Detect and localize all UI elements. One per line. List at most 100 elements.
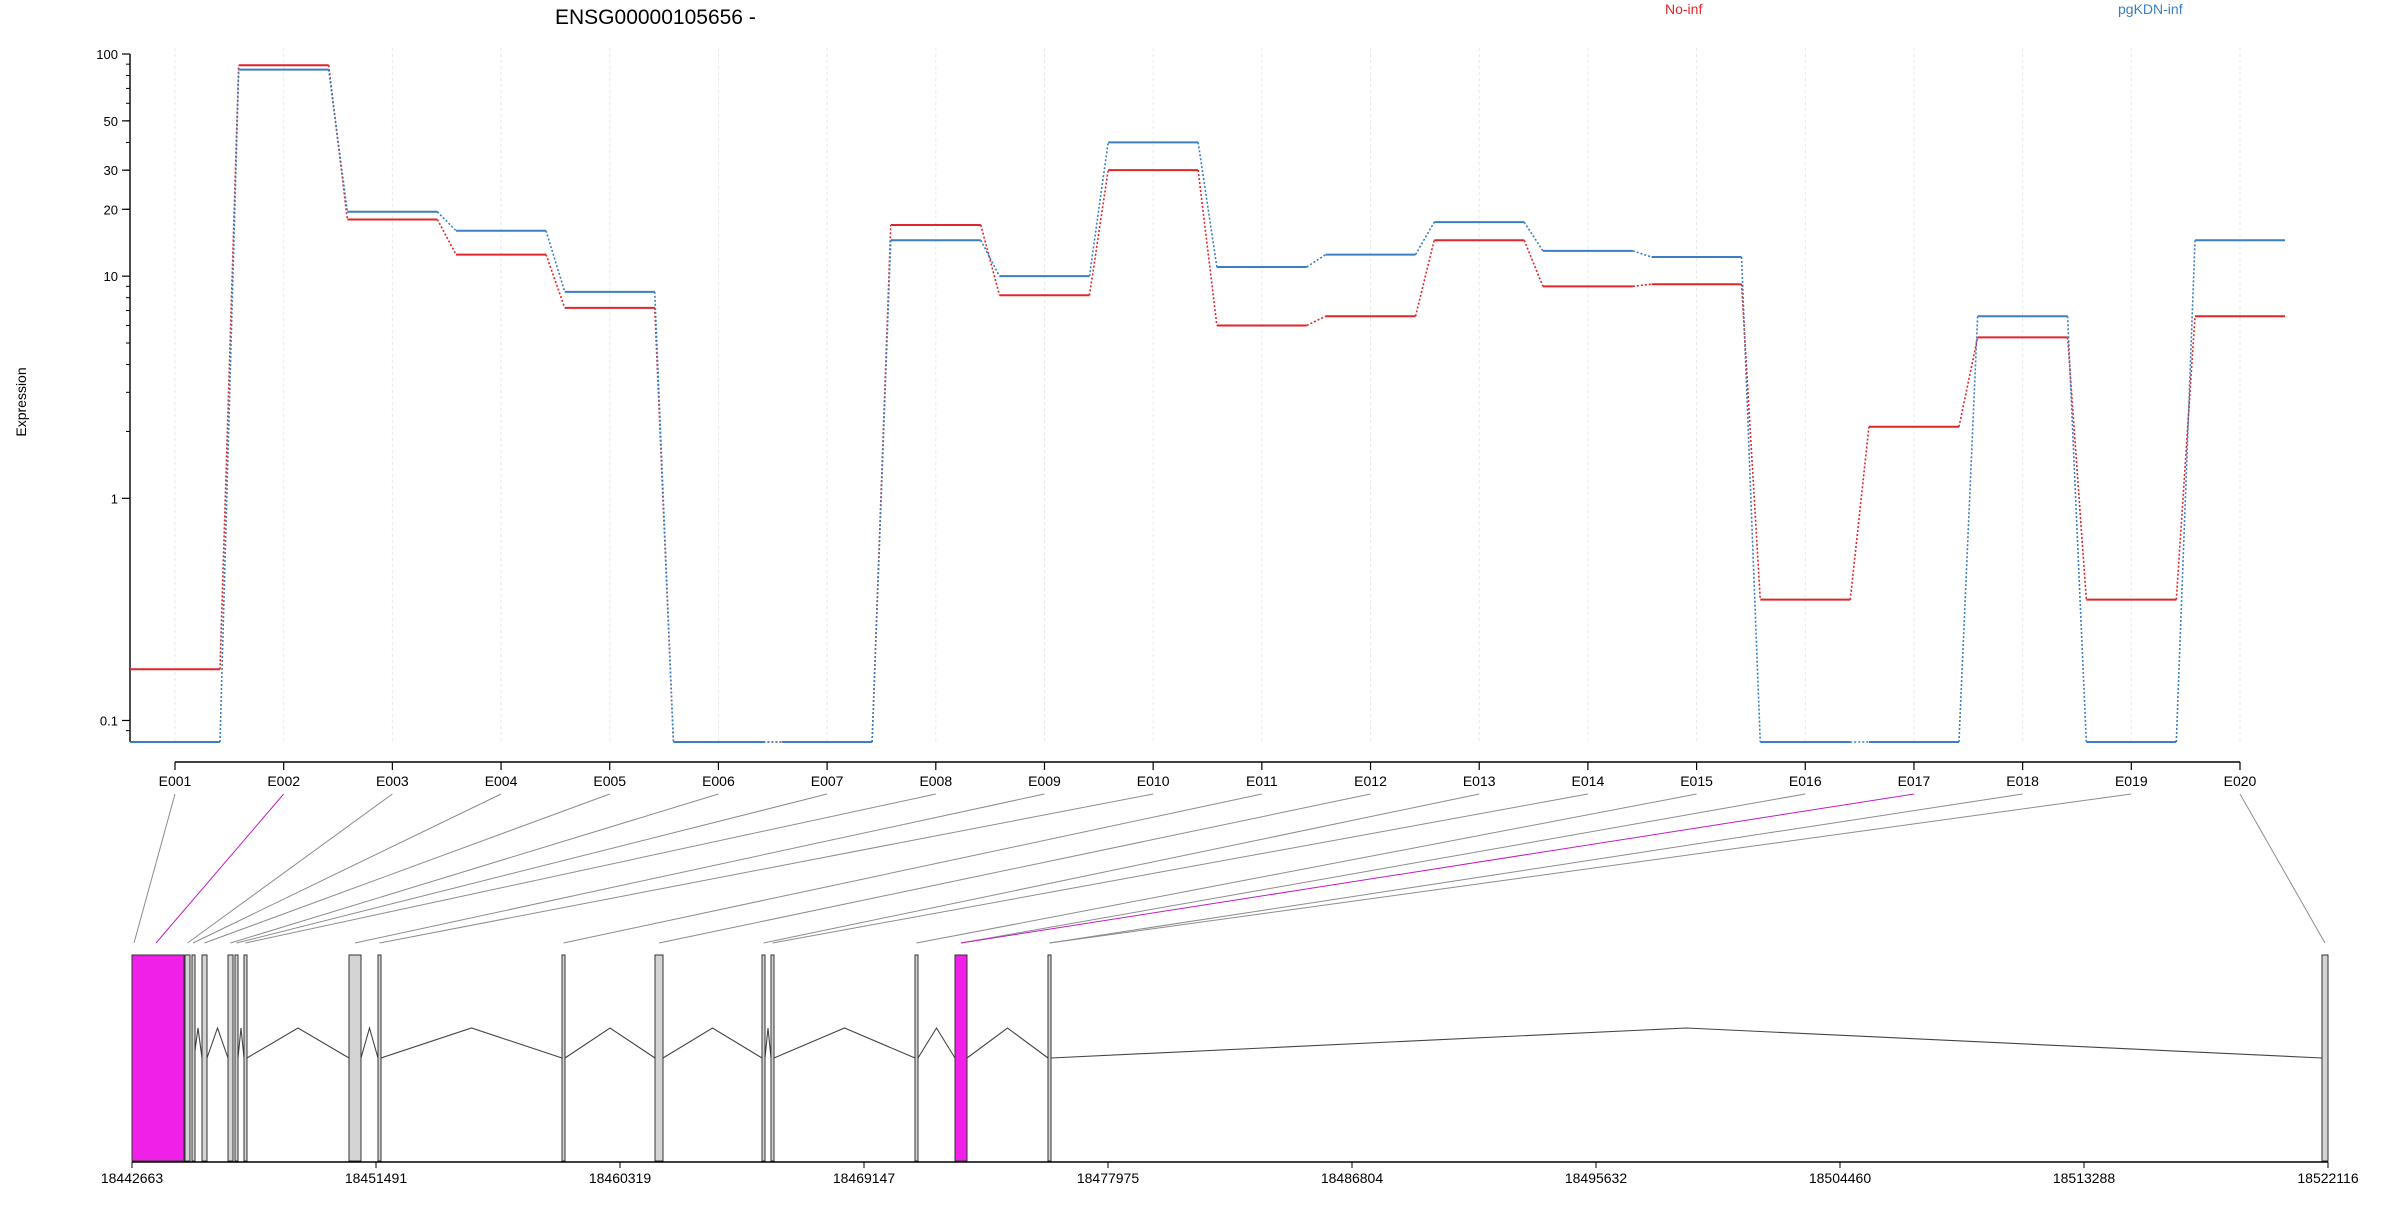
- coord-tick-label-18504460: 18504460: [1809, 1170, 1872, 1186]
- connector-no-inf: [1740, 284, 1762, 600]
- exon-connector-e011: [563, 793, 1262, 944]
- y-tick-label-50: 50: [104, 114, 118, 129]
- connector-no-inf: [219, 65, 240, 670]
- exon-connector-e017: [960, 793, 1915, 944]
- exon-highlighted: [131, 954, 185, 1162]
- exon-connector-e020: [2239, 793, 2326, 944]
- exon-connector-e005: [204, 793, 610, 944]
- exon-connector-e013: [763, 793, 1480, 944]
- coord-tick-label-18486804: 18486804: [1321, 1170, 1384, 1186]
- exon: [348, 954, 362, 1162]
- exon-connector-e001: [133, 793, 176, 944]
- connector-no-inf: [1088, 170, 1109, 296]
- axes: 0.1 1 10 20 30 50 100 E001 E002 E003 E004 E005 E006 E…: [96, 47, 2256, 789]
- exon-connector-e003: [187, 793, 393, 944]
- connector-pgkdn-inf: [327, 69, 349, 212]
- intron: [246, 1027, 350, 1059]
- x-tick-label-e015: E015: [1680, 773, 1713, 789]
- legend-label-pgkdn-inf: pgKDN-inf: [2118, 1, 2183, 17]
- connector-pgkdn-inf: [219, 69, 240, 743]
- x-tick-label-e017: E017: [1898, 773, 1931, 789]
- series-lines: [130, 64, 2285, 743]
- connector-pgkdn-inf: [1632, 250, 1652, 258]
- coord-tick-label-18495632: 18495632: [1565, 1170, 1628, 1186]
- connector-pgkdn-inf: [980, 239, 1001, 277]
- intron: [237, 1027, 245, 1059]
- intron: [564, 1027, 656, 1059]
- y-tick-label-100: 100: [96, 47, 118, 62]
- gene-model: 18442663 18451491 18460319 18469147 18477975…: [101, 954, 2359, 1186]
- intron: [206, 1026, 229, 1059]
- exon-connector-e006: [230, 793, 719, 944]
- exon: [191, 954, 196, 1162]
- connector-pgkdn-inf: [1088, 142, 1109, 277]
- intron: [764, 1027, 772, 1059]
- coord-tick-label-18522116: 18522116: [2297, 1170, 2358, 1186]
- x-tick-label-e006: E006: [702, 773, 735, 789]
- x-tick-label-e009: E009: [1028, 773, 1061, 789]
- connector-pgkdn-inf: [1197, 142, 1218, 268]
- intron: [380, 1027, 563, 1059]
- y-axis-label: Expression: [13, 367, 29, 436]
- connector-no-inf: [1306, 315, 1326, 327]
- connector-pgkdn-inf: [436, 211, 457, 232]
- x-tick-label-e008: E008: [919, 773, 952, 789]
- connector-no-inf: [1414, 240, 1435, 317]
- exon: [2321, 954, 2329, 1162]
- intron: [662, 1027, 763, 1059]
- coord-tick-label-18442663: 18442663: [101, 1170, 164, 1186]
- connector-no-inf: [1958, 337, 1979, 427]
- coord-tick-label-18513288: 18513288: [2053, 1170, 2116, 1186]
- exon-connector-e009: [354, 793, 1045, 944]
- x-tick-label-e005: E005: [593, 773, 626, 789]
- x-tick-label-e001: E001: [159, 773, 192, 789]
- exon-connector-e018: [1049, 793, 2023, 944]
- intron: [360, 1025, 379, 1059]
- y-tick-label-20: 20: [104, 202, 118, 217]
- exon: [914, 954, 919, 1162]
- exon: [201, 954, 208, 1162]
- coord-tick-label-18451491: 18451491: [345, 1170, 408, 1186]
- connector-no-inf: [1197, 170, 1218, 326]
- exon: [243, 954, 248, 1162]
- x-tick-label-e012: E012: [1354, 773, 1387, 789]
- connector-pgkdn-inf: [871, 240, 892, 743]
- exon-connector-e002: [155, 793, 285, 944]
- connector-pgkdn-inf: [2066, 316, 2088, 743]
- series-pgkdn-inf: [130, 68, 2285, 743]
- exon-connector-e015: [916, 793, 1697, 944]
- x-tick-label-e010: E010: [1137, 773, 1170, 789]
- exon-connector-e004: [192, 793, 502, 944]
- exon-connector-e008: [245, 793, 936, 944]
- coord-tick-label-18469147: 18469147: [833, 1170, 896, 1186]
- exon-connector-e016: [960, 793, 1806, 944]
- coord-tick-label-18477975: 18477975: [1077, 1170, 1140, 1186]
- connector-no-inf: [2175, 316, 2196, 600]
- x-tick-label-e018: E018: [2006, 773, 2039, 789]
- x-tick-label-e007: E007: [811, 773, 844, 789]
- grid-lines: [174, 48, 2241, 742]
- connector-pgkdn-inf: [2175, 240, 2196, 743]
- x-tick-label-e002: E002: [267, 773, 300, 789]
- connector-no-inf: [545, 254, 566, 309]
- y-tick-label-0-1: 0.1: [100, 713, 118, 728]
- exon-connector-e007: [236, 793, 828, 944]
- y-tick-label-1: 1: [111, 491, 118, 506]
- legend-label-no-inf: No-inf: [1665, 1, 1702, 17]
- connector-pgkdn-inf: [1306, 253, 1326, 268]
- exon: [234, 954, 239, 1162]
- connector-no-inf: [1849, 426, 1870, 600]
- exon-connector-e019: [1049, 793, 2132, 944]
- y-tick-label-10: 10: [104, 269, 118, 284]
- connector-pgkdn-inf: [653, 291, 675, 743]
- exon: [654, 954, 664, 1162]
- exon: [761, 954, 766, 1162]
- intron: [966, 1027, 1049, 1059]
- exon: [561, 954, 566, 1162]
- exon-connector-e014: [772, 793, 1588, 944]
- chart-title: ENSG00000105656 -: [555, 6, 756, 29]
- x-tick-label-e004: E004: [485, 773, 518, 789]
- connector-pgkdn-inf: [1958, 316, 1979, 743]
- intron: [917, 1026, 956, 1059]
